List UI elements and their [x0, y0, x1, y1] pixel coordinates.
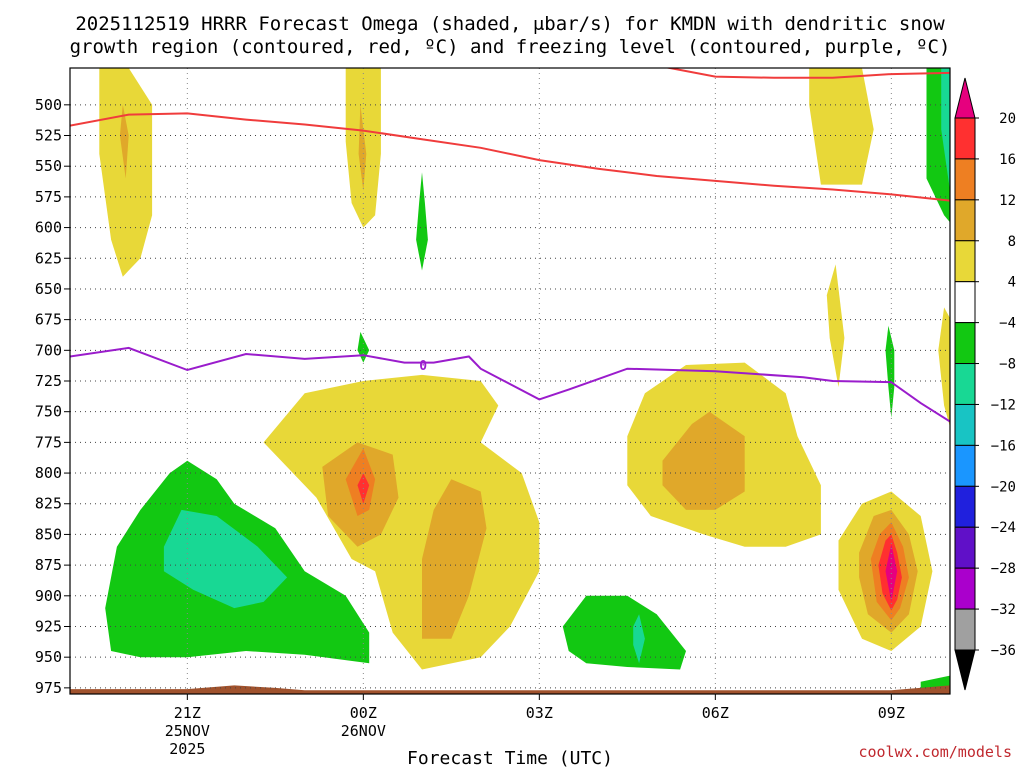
y-tick-label: 725	[35, 372, 62, 390]
x-axis-ticks: 21Z25NOV202500Z26NOV03Z06Z09Z12Z	[165, 694, 905, 758]
omega-region-pos-08z-b	[826, 264, 845, 388]
y-tick-label: 850	[35, 525, 62, 543]
freezing-level-label: 0	[419, 359, 427, 374]
contour-dendritic-growth-upper-12-c-	[70, 112, 950, 202]
colorbar-swatch	[954, 485, 976, 528]
omega-region-pos-00z-b	[358, 104, 367, 191]
colorbar-label: −8	[999, 357, 1016, 373]
terrain-surface-layer	[70, 685, 950, 694]
y-tick-label: 775	[35, 433, 62, 451]
omega-region-neg-11z-b	[941, 68, 950, 191]
colorbar-label: 8	[1008, 234, 1016, 250]
colorbar-legend: 20 16 12 8 4 −4 −8 −12 −16 −20 −24 −28 −32 −36	[954, 77, 1016, 691]
x-axis-label: Forecast Time (UTC)	[407, 748, 613, 768]
credit-text[interactable]: coolwx.com/models	[858, 743, 1012, 761]
omega-region-neg-21z-b	[163, 509, 288, 609]
y-tick-label: 975	[35, 679, 62, 697]
colorbar-label: 12	[999, 193, 1016, 209]
colorbar-swatch	[954, 526, 976, 569]
omega-region-pos-21z-b	[119, 104, 129, 179]
colorbar-label: −16	[991, 438, 1016, 454]
y-tick-label: 600	[35, 219, 62, 237]
omega-shading-layer	[99, 68, 950, 692]
x-tick-label: 06Z	[702, 704, 729, 722]
y-tick-label: 525	[35, 127, 62, 145]
y-tick-label: 825	[35, 495, 62, 513]
y-tick-label: 700	[35, 341, 62, 359]
colorbar-swatch	[954, 281, 976, 324]
y-tick-label: 900	[35, 587, 62, 605]
y-tick-label: 625	[35, 249, 62, 267]
x-tick-year: 2025	[169, 740, 205, 758]
colorbar-swatch	[954, 158, 976, 201]
colorbar-swatch	[954, 444, 976, 487]
x-tick-label: 21Z	[174, 704, 201, 722]
colorbar-bottom-arrow	[954, 649, 976, 691]
chart-title-line2: growth region (contoured, red, ºC) and f…	[70, 36, 951, 58]
y-tick-label: 750	[35, 403, 62, 421]
colorbar-label: −28	[991, 561, 1016, 577]
omega-region-neg-09z-a	[885, 325, 895, 418]
y-tick-label: 550	[35, 157, 62, 175]
x-tick-date: 25NOV	[165, 722, 210, 740]
y-tick-label: 575	[35, 188, 62, 206]
omega-region-pos-06z-b	[662, 411, 745, 510]
chart-title-line1: 2025112519 HRRR Forecast Omega (shaded, …	[75, 13, 945, 35]
x-tick-label: 09Z	[878, 704, 905, 722]
contour-freezing-level-0-c	[70, 346, 950, 423]
omega-region-pos-00z-big-e	[422, 479, 487, 639]
y-tick-label: 675	[35, 311, 62, 329]
terrain-surface	[70, 685, 950, 694]
y-tick-label: 950	[35, 648, 62, 666]
omega-region-neg-01z-a	[416, 172, 428, 271]
colorbar-label: 16	[999, 152, 1016, 168]
colorbar-swatch	[954, 608, 976, 651]
colorbar-label: 4	[1008, 275, 1016, 291]
x-tick-date: 26NOV	[341, 722, 386, 740]
contour-dendritic-growth-lower-17-c-	[664, 68, 950, 79]
x-tick-label: 03Z	[526, 704, 553, 722]
y-axis-ticks: 500 525 550 575 600 625 650 675 700 725 750 775 800 8…	[35, 96, 70, 697]
y-tick-label: 650	[35, 280, 62, 298]
omega-region-pos-08z-a	[809, 68, 874, 185]
colorbar-swatch	[954, 322, 976, 365]
colorbar-top-arrow	[954, 77, 976, 119]
colorbar-label: −36	[991, 643, 1016, 659]
gridline-layer	[70, 68, 950, 694]
omega-region-neg-04z-a	[562, 595, 686, 670]
omega-region-neg-00z-b	[357, 331, 370, 363]
omega-region-neg-04z-b	[633, 614, 645, 664]
colorbar-label: −32	[991, 602, 1016, 618]
colorbar-label: −4	[999, 316, 1016, 332]
colorbar-swatch	[954, 567, 976, 610]
colorbar-swatch	[954, 117, 976, 160]
colorbar-swatch	[954, 199, 976, 242]
y-tick-label: 925	[35, 617, 62, 635]
y-tick-label: 500	[35, 96, 62, 114]
colorbar-label: −24	[991, 520, 1016, 536]
x-tick-label: 00Z	[350, 704, 377, 722]
omega-region-pos-10z-a	[938, 307, 950, 427]
colorbar-label: −12	[991, 397, 1016, 413]
y-tick-label: 875	[35, 556, 62, 574]
colorbar-swatch	[954, 363, 976, 405]
colorbar-label: −20	[991, 479, 1016, 495]
y-tick-label: 800	[35, 464, 62, 482]
colorbar-swatch	[954, 240, 976, 283]
contour-layer: 0	[70, 68, 950, 423]
colorbar-swatch	[954, 403, 976, 446]
colorbar-label: 20	[999, 111, 1016, 127]
